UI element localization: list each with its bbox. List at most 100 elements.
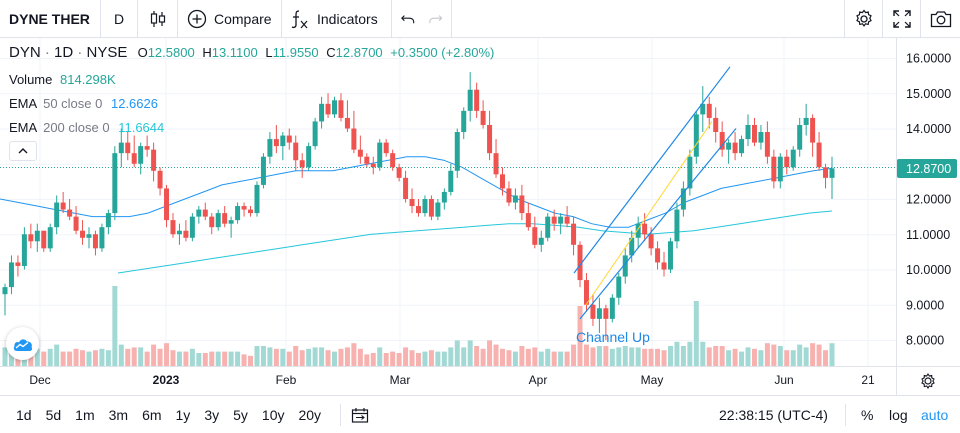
candle-body bbox=[306, 146, 312, 168]
candle-body bbox=[797, 124, 803, 150]
volume-bar bbox=[545, 348, 551, 366]
candle-body bbox=[157, 170, 163, 189]
volume-bar bbox=[655, 348, 661, 366]
candle-body bbox=[700, 103, 706, 115]
range-10y[interactable]: 10y bbox=[261, 406, 285, 423]
indicators-button[interactable]: Indicators bbox=[282, 0, 392, 37]
time-scale-settings-icon[interactable] bbox=[921, 372, 935, 390]
volume-legend-row[interactable]: Volume 814.298K bbox=[9, 72, 116, 87]
volume-bar bbox=[60, 351, 66, 366]
candle-body bbox=[196, 209, 202, 217]
range-1m[interactable]: 1m bbox=[75, 406, 95, 423]
candle-body bbox=[2, 287, 8, 295]
redo-icon[interactable] bbox=[428, 12, 443, 26]
range-20y[interactable]: 20y bbox=[298, 406, 322, 423]
range-1d[interactable]: 1d bbox=[16, 406, 32, 423]
volume-bar bbox=[810, 343, 816, 366]
candles-icon bbox=[150, 10, 165, 27]
close-key: C bbox=[326, 45, 336, 60]
volume-bar bbox=[157, 348, 163, 366]
candle-body bbox=[506, 188, 512, 203]
settings-button[interactable] bbox=[844, 0, 882, 38]
volume-bar bbox=[67, 351, 73, 366]
price-tick: 10.0000 bbox=[906, 263, 951, 277]
open-value: 12.5800 bbox=[147, 45, 195, 60]
fullscreen-button[interactable] bbox=[882, 0, 920, 38]
candle-body bbox=[34, 230, 40, 242]
candle-body bbox=[803, 117, 809, 125]
undo-icon[interactable] bbox=[401, 12, 415, 26]
volume-bar bbox=[332, 351, 338, 366]
volume-bar bbox=[571, 344, 577, 366]
range-3m[interactable]: 3m bbox=[108, 406, 129, 423]
volume-bar bbox=[254, 346, 260, 366]
volume-bar bbox=[551, 351, 557, 366]
legend-collapse-button[interactable] bbox=[9, 141, 37, 161]
candle-body bbox=[364, 156, 370, 164]
fullscreen-icon bbox=[892, 10, 911, 28]
candle-body bbox=[435, 202, 441, 217]
volume-bar bbox=[803, 347, 809, 366]
volume-bar bbox=[667, 346, 673, 366]
range-6m[interactable]: 6m bbox=[142, 406, 162, 423]
range-3y[interactable]: 3y bbox=[204, 406, 220, 423]
log-toggle[interactable]: log bbox=[889, 407, 908, 423]
candle-body bbox=[823, 167, 829, 178]
candle-body bbox=[112, 153, 118, 214]
ema200-legend-value: 11.6644 bbox=[118, 120, 165, 135]
candle-body bbox=[73, 216, 79, 231]
candle-body bbox=[403, 177, 409, 199]
volume-bar bbox=[732, 348, 738, 366]
candle-body bbox=[422, 199, 428, 214]
volume-bar bbox=[693, 301, 699, 366]
divider bbox=[340, 403, 342, 426]
volume-bar bbox=[416, 353, 421, 366]
candle-body bbox=[215, 213, 221, 228]
cloud-chart-icon bbox=[13, 338, 32, 351]
range-5d[interactable]: 5d bbox=[45, 406, 62, 423]
channel-lower-line bbox=[579, 128, 737, 320]
ema50-legend-params: 50 close 0 bbox=[43, 96, 103, 111]
volume-bar bbox=[616, 347, 622, 366]
gear-icon bbox=[855, 9, 872, 27]
candle-body bbox=[467, 89, 473, 111]
snapshot-button[interactable] bbox=[920, 0, 960, 38]
clock-timezone[interactable]: 22:38:15 (UTC-4) bbox=[719, 407, 828, 423]
indicators-label: Indicators bbox=[317, 10, 378, 27]
tradingview-logo[interactable] bbox=[6, 327, 39, 360]
symbol-search-button[interactable]: DYNE THER bbox=[0, 0, 101, 37]
candle-body bbox=[674, 209, 680, 242]
candle-body bbox=[577, 244, 583, 281]
candle-body bbox=[105, 213, 111, 228]
candle-body bbox=[267, 139, 273, 157]
price-tick: 9.0000 bbox=[906, 298, 944, 312]
change-value: +0.3500 (+2.80%) bbox=[390, 45, 495, 60]
volume-bar bbox=[105, 350, 111, 366]
candle-body bbox=[474, 89, 480, 111]
interval-button[interactable]: D bbox=[101, 0, 138, 37]
percent-toggle[interactable]: % bbox=[861, 407, 874, 423]
range-1y[interactable]: 1y bbox=[175, 406, 191, 423]
chart-grid bbox=[0, 38, 896, 366]
range-5y[interactable]: 5y bbox=[233, 406, 248, 423]
chart-type-button[interactable] bbox=[138, 0, 178, 37]
candle-body bbox=[67, 209, 73, 217]
candle-body bbox=[28, 234, 34, 242]
volume-bar bbox=[286, 351, 292, 366]
ema50-legend-row[interactable]: EMA 50 close 0 12.6626 bbox=[9, 96, 158, 111]
compare-button[interactable]: Compare bbox=[178, 0, 282, 37]
volume-bar bbox=[823, 350, 829, 366]
candle-body bbox=[357, 149, 363, 157]
candle-body bbox=[286, 135, 292, 143]
price-chart[interactable]: 16.000015.000014.000013.000012.000011.00… bbox=[0, 38, 960, 395]
date-range-icon[interactable] bbox=[351, 407, 369, 423]
volume-bar bbox=[739, 351, 745, 366]
volume-bar bbox=[499, 348, 505, 366]
auto-toggle[interactable]: auto bbox=[921, 407, 949, 423]
volume-bar bbox=[325, 350, 331, 366]
volume-bar bbox=[151, 344, 157, 366]
candle-body bbox=[441, 191, 447, 203]
ema200-legend-row[interactable]: EMA 200 close 0 11.6644 bbox=[9, 120, 164, 135]
symbol-legend-row[interactable]: DYN · 1D · NYSE O12.5800 H13.1100 L11.95… bbox=[9, 44, 495, 61]
price-tick: 16.0000 bbox=[906, 52, 951, 66]
